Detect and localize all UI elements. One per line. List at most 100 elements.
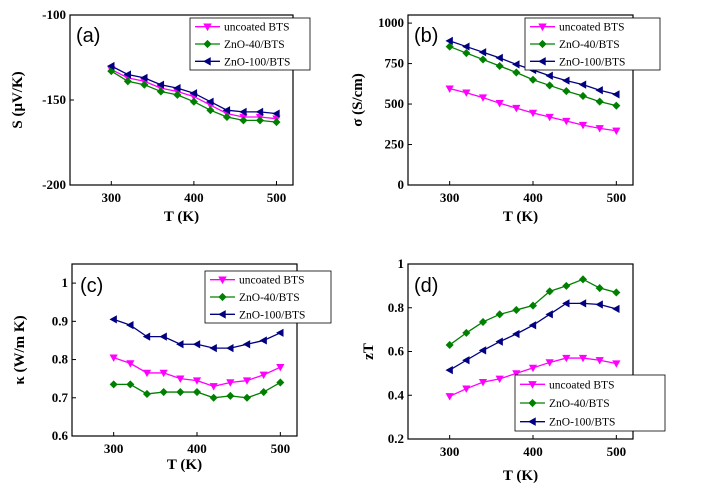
data-point xyxy=(142,332,151,341)
data-point xyxy=(578,91,588,100)
y-axis-label: zT xyxy=(361,343,377,360)
data-point xyxy=(255,107,264,117)
data-point xyxy=(156,80,165,89)
data-point xyxy=(242,377,252,385)
legend-entry-label: ZnO-40/BTS xyxy=(239,292,300,304)
data-point xyxy=(276,364,285,372)
data-point xyxy=(612,90,620,99)
series-line-2 xyxy=(449,278,617,346)
y-axis-label: σ (S/cm) xyxy=(350,73,366,127)
data-point xyxy=(495,310,504,319)
data-point xyxy=(142,369,152,378)
data-point xyxy=(445,42,454,51)
data-point xyxy=(159,332,167,341)
y-tick-label: 500 xyxy=(385,96,405,111)
data-point xyxy=(445,340,454,349)
data-point xyxy=(206,97,214,106)
chart-panel-3: 300 400 500 0.6 0.7 0.8 0.9 1 T (K) κ (W/m K) (c) u… xyxy=(12,263,332,473)
legend-entry-label: ZnO-40/BTS xyxy=(559,39,620,51)
data-point xyxy=(176,388,185,397)
data-point xyxy=(495,375,504,384)
data-point xyxy=(512,305,521,314)
legend-swatch-marker xyxy=(203,57,211,66)
panel-tag: (d) xyxy=(414,275,438,297)
y-axis-label: κ (W/m K) xyxy=(12,315,28,384)
legend-swatch-marker xyxy=(528,417,536,426)
data-point xyxy=(126,321,134,330)
data-point xyxy=(126,360,135,368)
data-point xyxy=(578,299,587,308)
data-point xyxy=(109,315,117,324)
data-point xyxy=(176,340,184,349)
data-point xyxy=(159,388,168,397)
data-point xyxy=(142,389,152,398)
data-point xyxy=(595,97,604,106)
data-point xyxy=(107,61,115,71)
data-point xyxy=(109,380,118,389)
chart-panel-1: 300 400 500 -100 -150 -200 T (K) S (μV/K) (a) unc… xyxy=(10,7,311,225)
data-point xyxy=(226,343,234,353)
data-point xyxy=(226,379,235,387)
x-tick-label: 400 xyxy=(523,444,543,459)
y-tick-label: 0.6 xyxy=(52,428,69,443)
y-tick-label: 1 xyxy=(62,275,69,290)
data-point xyxy=(528,109,538,118)
data-point xyxy=(259,371,268,380)
x-tick-label: 300 xyxy=(440,444,460,459)
y-tick-label: 250 xyxy=(385,137,405,152)
legend-swatch-marker xyxy=(218,292,227,302)
legend-swatch-marker xyxy=(538,57,546,66)
data-point xyxy=(562,87,571,96)
data-point xyxy=(462,356,470,365)
data-point xyxy=(109,354,118,362)
data-point xyxy=(478,346,487,355)
x-tick-label: 300 xyxy=(102,190,122,205)
legend-entry-label: uncoated BTS xyxy=(549,379,614,391)
legend-entry-label: ZnO-40/BTS xyxy=(224,39,285,51)
legend-swatch-marker xyxy=(528,381,537,389)
y-tick-label: 750 xyxy=(385,56,405,71)
data-point xyxy=(562,76,570,85)
data-point xyxy=(528,364,538,373)
x-axis-label: T (K) xyxy=(164,209,199,225)
y-tick-label: -150 xyxy=(42,92,66,107)
y-tick-label: -100 xyxy=(42,7,66,22)
panel-tag: (a) xyxy=(76,25,100,47)
plot-frame xyxy=(71,263,298,437)
data-point xyxy=(192,388,202,397)
chart-panel-2: 300 400 500 0 250 500 750 1000 T (K) σ (S/cm) (b) u… xyxy=(350,14,661,225)
y-tick-label: 0.9 xyxy=(52,313,69,328)
data-point xyxy=(206,106,215,115)
data-point xyxy=(595,284,604,293)
data-point xyxy=(259,336,267,345)
data-point xyxy=(222,112,231,122)
data-point xyxy=(209,393,218,402)
data-point xyxy=(445,393,454,401)
data-point xyxy=(595,357,604,365)
data-point xyxy=(478,48,487,57)
data-point xyxy=(478,94,488,102)
data-point xyxy=(612,304,620,313)
data-point xyxy=(495,337,503,346)
x-tick-label: 500 xyxy=(271,441,291,456)
data-point xyxy=(545,287,554,296)
x-axis-label: T (K) xyxy=(503,468,538,484)
data-point xyxy=(462,328,471,337)
data-point xyxy=(528,301,538,310)
data-point xyxy=(528,75,538,84)
data-point xyxy=(259,388,268,397)
legend-entry-label: ZnO-100/BTS xyxy=(224,56,290,68)
data-point xyxy=(445,36,453,46)
y-tick-label: 0.2 xyxy=(388,431,404,446)
data-point xyxy=(462,49,471,58)
data-point xyxy=(478,55,488,64)
x-axis-label: T (K) xyxy=(167,457,202,473)
data-point xyxy=(612,360,621,368)
legend-swatch-marker xyxy=(203,23,212,32)
data-point xyxy=(545,81,554,90)
data-point xyxy=(173,83,181,93)
data-point xyxy=(276,378,285,387)
data-point xyxy=(545,310,553,319)
data-point xyxy=(462,385,471,393)
